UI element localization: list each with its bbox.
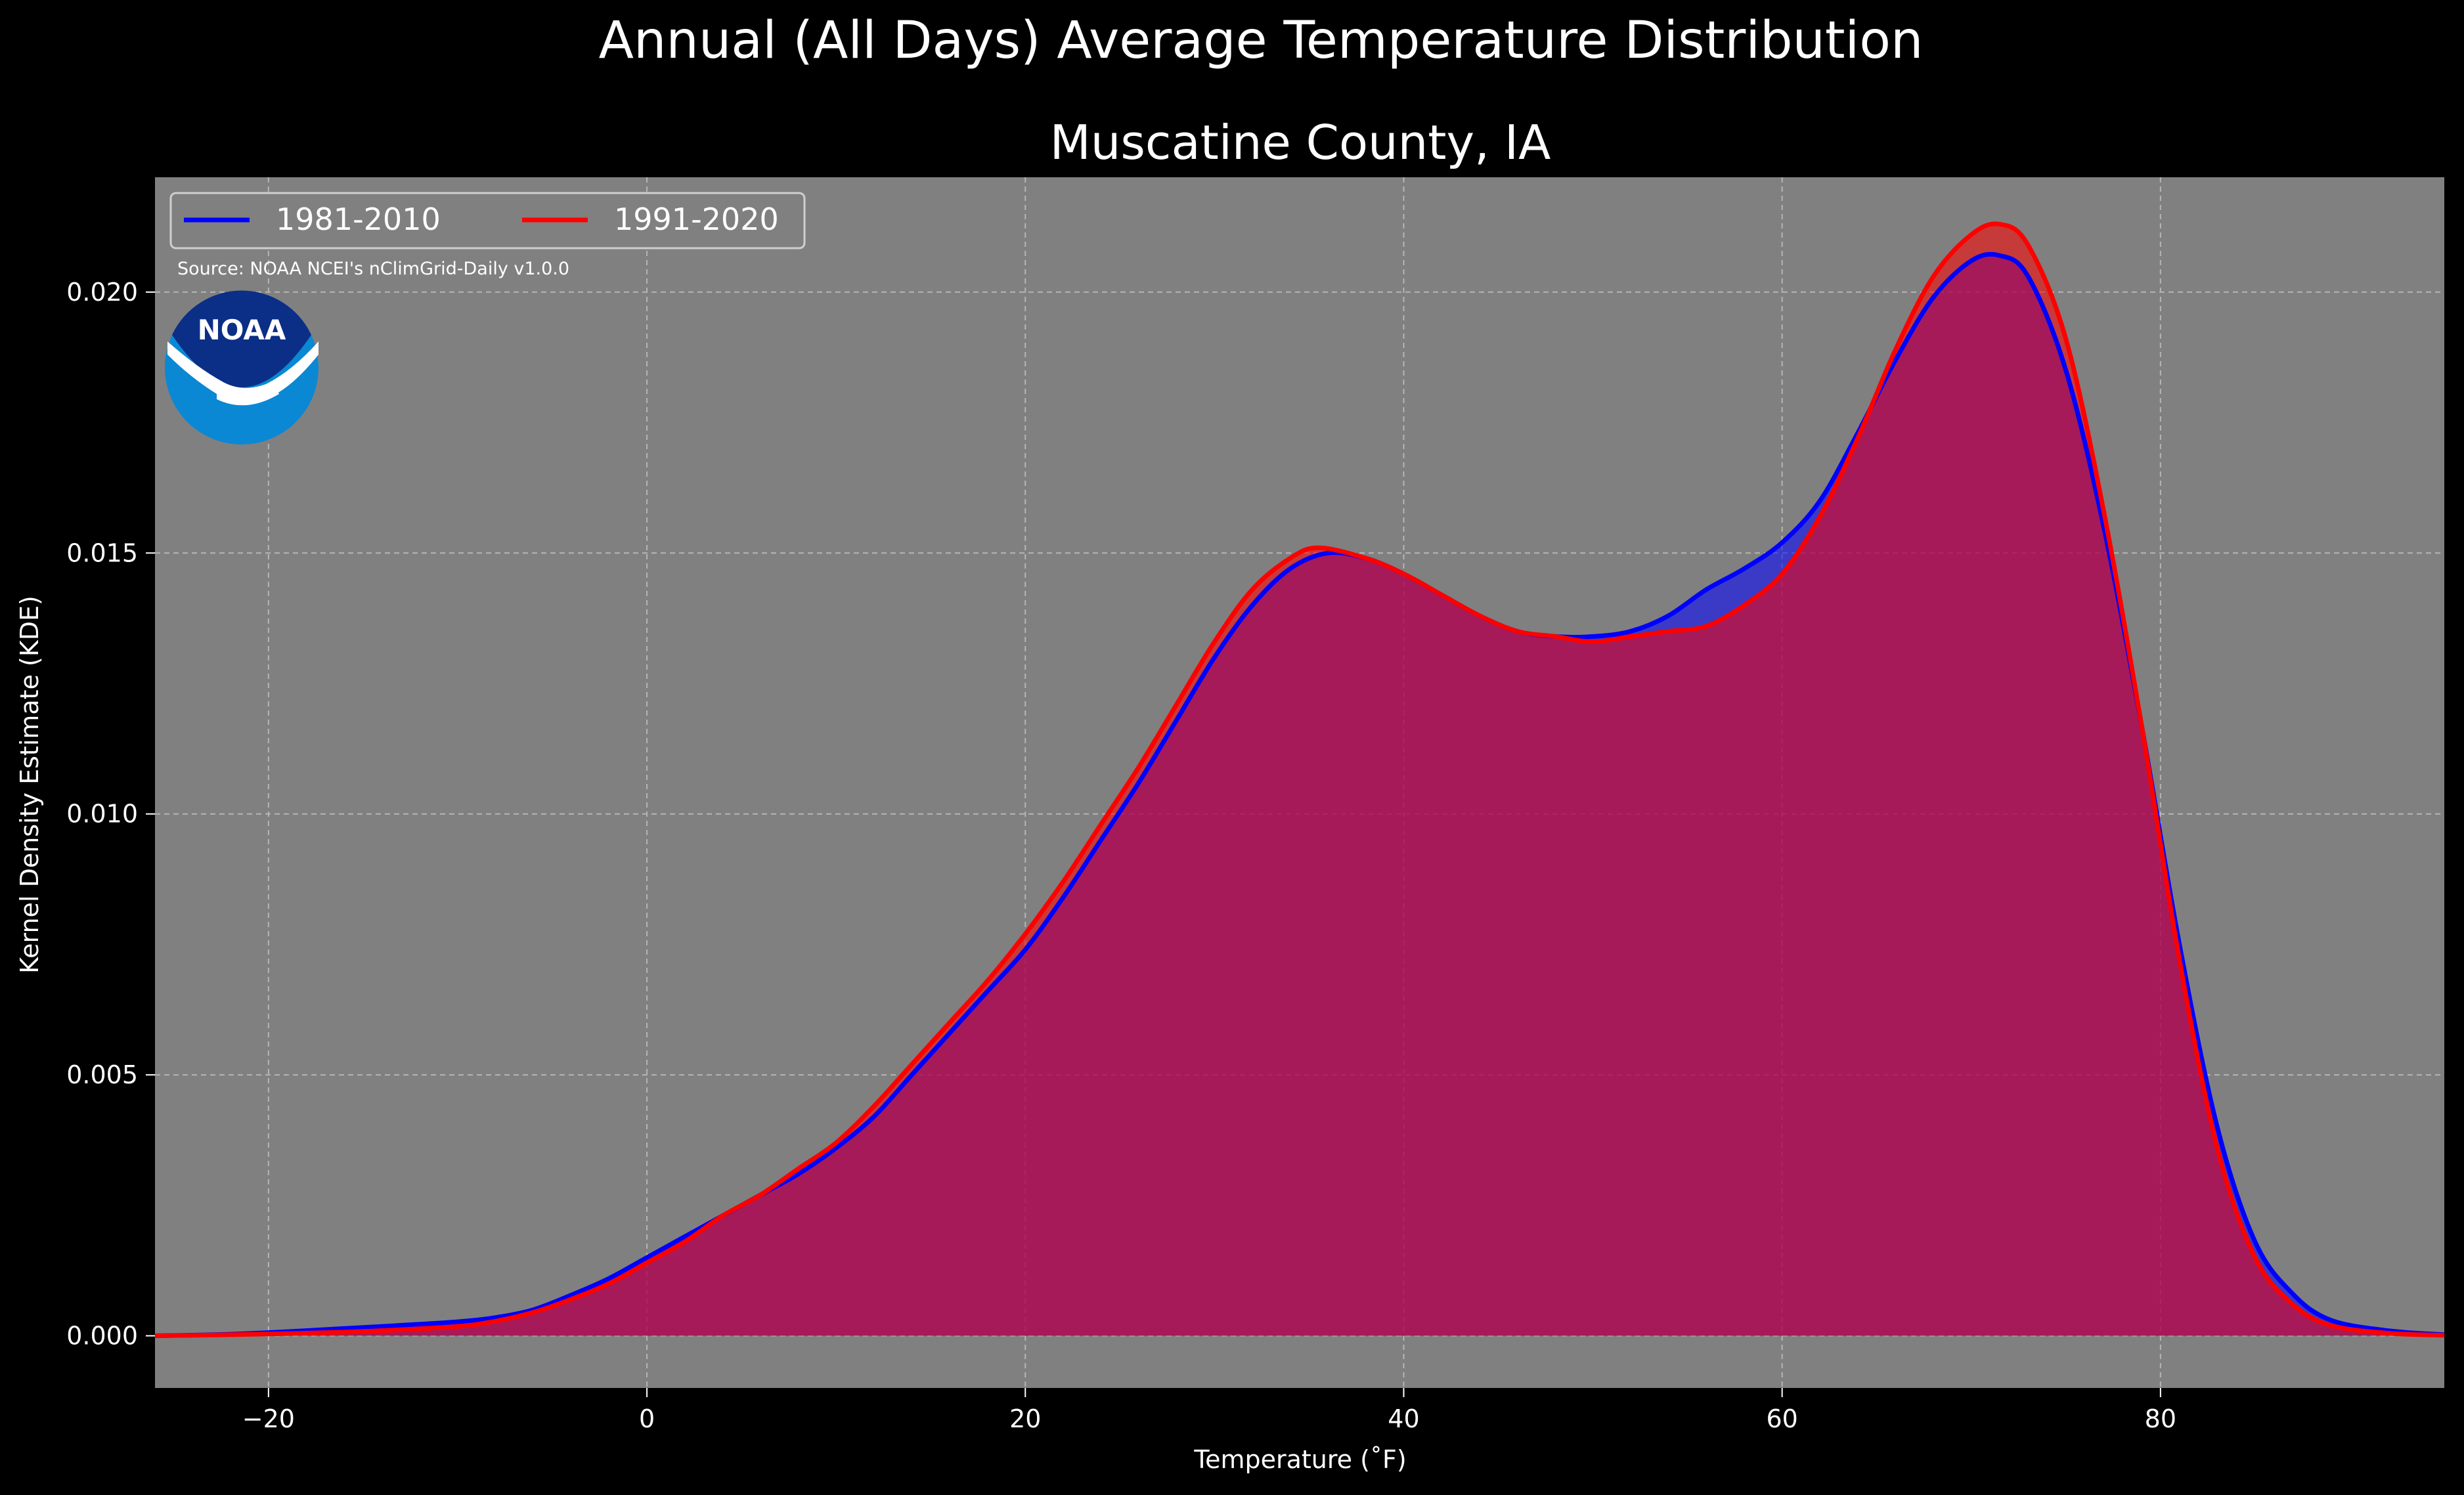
series-fills xyxy=(155,223,2444,1336)
chart-title: Annual (All Days) Average Temperature Di… xyxy=(599,11,1924,70)
x-tick-label: 60 xyxy=(1766,1404,1797,1433)
y-tick-label: 0.015 xyxy=(66,538,138,567)
x-tick-label: 0 xyxy=(639,1404,655,1433)
noaa-logo: NOAA xyxy=(165,290,319,444)
x-tick-label: 20 xyxy=(1009,1404,1041,1433)
y-tick-label: 0.000 xyxy=(66,1322,138,1351)
y-axis-label: Kernel Density Estimate (KDE) xyxy=(15,596,44,974)
x-tick-label: −20 xyxy=(242,1404,295,1433)
y-tick-label: 0.020 xyxy=(66,278,138,307)
series-fill-1991-2020 xyxy=(155,223,2444,1336)
source-text: Source: NOAA NCEI's nClimGrid-Daily v1.0… xyxy=(177,259,569,279)
x-axis-label: Temperature (˚F) xyxy=(1193,1445,1406,1474)
noaa-logo-text: NOAA xyxy=(198,314,286,346)
chart-subtitle: Muscatine County, IA xyxy=(1050,115,1551,170)
legend-label-1981: 1981-2010 xyxy=(276,202,441,237)
series-line-1991-2020 xyxy=(154,221,2445,1338)
x-tick-label: 40 xyxy=(1388,1404,1419,1433)
y-axis: 0.000 0.005 0.010 0.015 0.020 xyxy=(66,278,155,1351)
legend-box xyxy=(169,192,806,249)
legend: 1981-2010 1991-2020 xyxy=(169,192,806,249)
y-tick-label: 0.010 xyxy=(66,800,138,829)
series-lines xyxy=(154,221,2445,1338)
x-tick-label: 80 xyxy=(2145,1404,2176,1433)
x-axis: −20 0 20 40 60 80 xyxy=(242,1388,2176,1433)
y-tick-label: 0.005 xyxy=(66,1060,138,1089)
legend-label-1991: 1991-2020 xyxy=(614,202,779,237)
